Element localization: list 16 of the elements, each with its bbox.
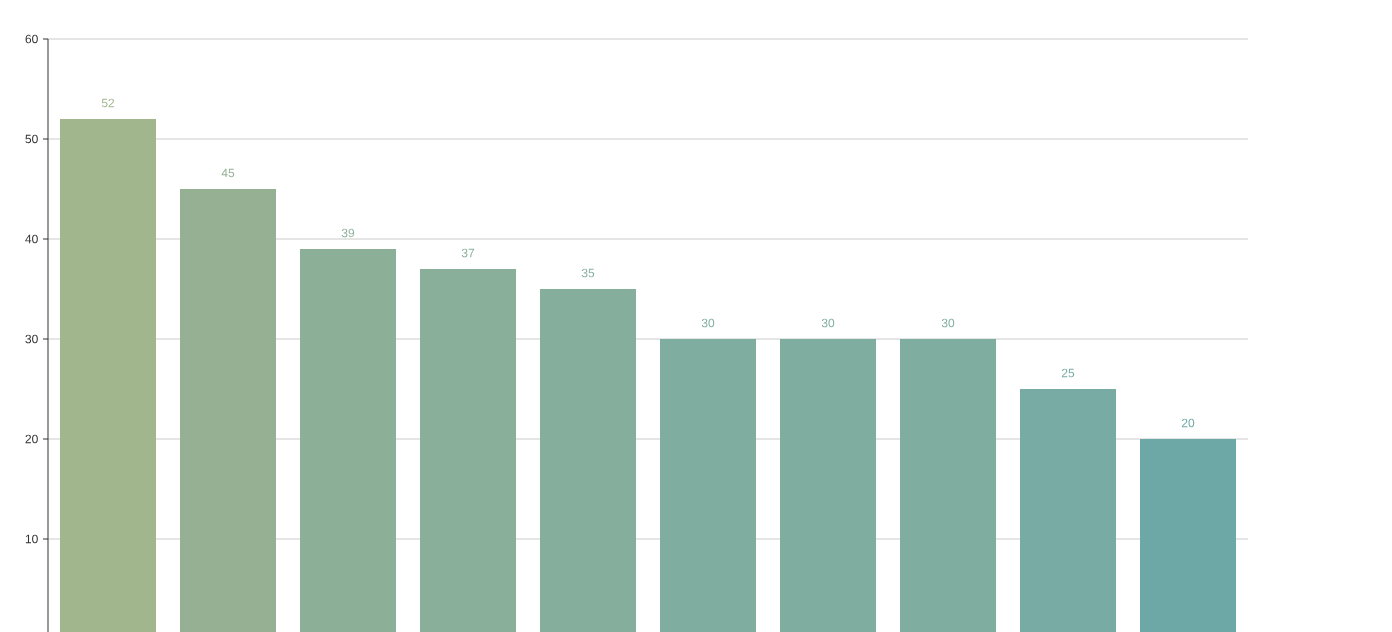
data-label: 35 bbox=[581, 268, 595, 278]
data-label: 30 bbox=[941, 318, 955, 328]
data-label: 25 bbox=[1061, 368, 1075, 378]
y-tick-label: 60 bbox=[25, 34, 38, 44]
y-tick-label: 40 bbox=[25, 234, 38, 244]
data-label: 52 bbox=[101, 98, 115, 108]
data-label: 45 bbox=[221, 168, 235, 178]
data-label: 20 bbox=[1181, 418, 1195, 428]
y-tick-label: 20 bbox=[25, 434, 38, 444]
y-tick-label: 10 bbox=[25, 534, 38, 544]
y-tick-label: 30 bbox=[25, 334, 38, 344]
data-label: 30 bbox=[821, 318, 835, 328]
data-label: 30 bbox=[701, 318, 715, 328]
data-label: 39 bbox=[341, 228, 355, 238]
y-tick-label: 50 bbox=[25, 134, 38, 144]
data-label: 37 bbox=[461, 248, 475, 258]
